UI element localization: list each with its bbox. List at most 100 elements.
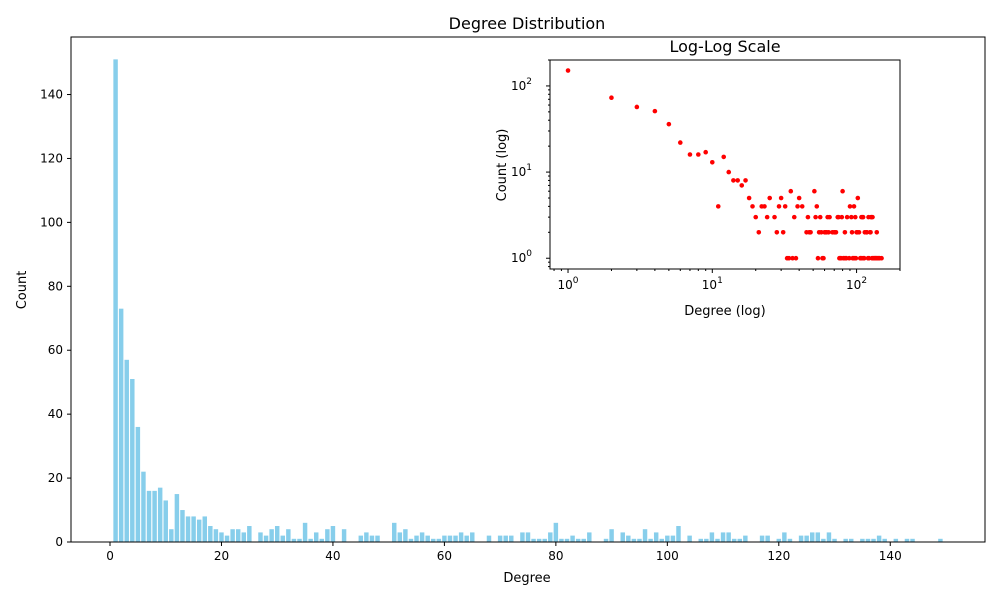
bar bbox=[759, 535, 765, 542]
bar bbox=[447, 535, 453, 542]
bar bbox=[938, 538, 943, 542]
bar bbox=[497, 535, 503, 542]
bar bbox=[291, 538, 297, 542]
bar bbox=[313, 532, 319, 542]
bar bbox=[893, 538, 899, 542]
main-x-axis-label: Degree bbox=[503, 571, 550, 586]
scatter-point bbox=[856, 230, 862, 235]
scatter-point bbox=[746, 195, 752, 201]
bar bbox=[419, 532, 425, 542]
scatter-point bbox=[735, 178, 741, 183]
bar bbox=[531, 538, 536, 542]
bar bbox=[130, 378, 135, 542]
scatter-point bbox=[762, 204, 767, 209]
main-plot-frame bbox=[70, 36, 986, 543]
scatter-point bbox=[782, 204, 788, 209]
bar bbox=[191, 516, 196, 542]
bar bbox=[715, 538, 720, 542]
bar bbox=[442, 535, 447, 542]
scatter-point bbox=[793, 255, 799, 261]
bar bbox=[826, 532, 832, 542]
scatter-point bbox=[774, 230, 780, 235]
x-tick-label: 80 bbox=[548, 549, 563, 563]
bar bbox=[821, 538, 826, 542]
scatter-point bbox=[817, 214, 823, 220]
bar bbox=[860, 538, 865, 542]
scatter-point bbox=[815, 255, 821, 261]
inset-points-group bbox=[565, 68, 884, 261]
scatter-point bbox=[826, 230, 831, 235]
y-tick-label: 140 bbox=[40, 88, 63, 102]
scatter-point bbox=[764, 214, 770, 220]
bar bbox=[269, 529, 274, 542]
y-tick-label: 0 bbox=[55, 535, 63, 549]
scatter-point bbox=[780, 230, 786, 235]
log-tick-label: 100 bbox=[558, 276, 579, 292]
scatter-point bbox=[853, 214, 858, 220]
x-tick-label: 0 bbox=[106, 549, 114, 563]
bar bbox=[135, 426, 141, 542]
bar bbox=[865, 538, 871, 542]
scatter-point bbox=[842, 230, 848, 235]
bar bbox=[486, 535, 492, 542]
scatter-point bbox=[778, 195, 784, 201]
y-tick-label: 120 bbox=[40, 151, 63, 165]
bar bbox=[280, 535, 286, 542]
bar bbox=[731, 538, 737, 542]
scatter-point bbox=[776, 204, 782, 209]
bar bbox=[358, 535, 364, 542]
scatter-point bbox=[836, 214, 841, 220]
scatter-point bbox=[703, 149, 708, 155]
bar bbox=[787, 538, 793, 542]
bar bbox=[704, 538, 709, 542]
scatter-point bbox=[849, 214, 854, 220]
inset-plot-frame bbox=[549, 59, 901, 270]
scatter-point bbox=[715, 204, 721, 209]
bar bbox=[849, 538, 854, 542]
bar bbox=[458, 532, 464, 542]
bar bbox=[603, 538, 609, 542]
inset-y-axis-label: Count (log) bbox=[495, 129, 510, 202]
scatter-point bbox=[634, 104, 640, 110]
bar bbox=[224, 535, 230, 542]
main-bars-group bbox=[113, 59, 943, 543]
bar bbox=[609, 529, 614, 542]
bar bbox=[196, 519, 202, 542]
scatter-point bbox=[812, 188, 817, 194]
bar bbox=[235, 529, 241, 542]
bar bbox=[720, 532, 726, 542]
bar bbox=[308, 538, 313, 542]
bar bbox=[141, 471, 146, 542]
bar bbox=[509, 535, 514, 542]
bar bbox=[286, 529, 291, 542]
scatter-point bbox=[799, 204, 805, 209]
x-tick-label: 120 bbox=[767, 549, 790, 563]
bar bbox=[843, 538, 848, 542]
scatter-point bbox=[861, 255, 867, 261]
scatter-point bbox=[819, 230, 824, 235]
scatter-point bbox=[666, 121, 672, 127]
bar bbox=[163, 500, 168, 542]
bar bbox=[642, 529, 648, 542]
bar bbox=[263, 535, 269, 542]
bar bbox=[169, 529, 174, 542]
bar bbox=[631, 538, 637, 542]
log-tick-label: 101 bbox=[511, 163, 532, 179]
bar bbox=[302, 522, 308, 542]
bar bbox=[436, 538, 442, 542]
bar bbox=[804, 535, 809, 542]
scatter-point bbox=[846, 255, 852, 261]
bar bbox=[525, 532, 531, 542]
scatter-point bbox=[786, 255, 792, 261]
bar bbox=[698, 538, 703, 542]
inset-y-axis-ticks: 100 101 102 bbox=[511, 59, 550, 268]
bar bbox=[637, 538, 642, 542]
bar bbox=[297, 538, 302, 542]
bar bbox=[559, 538, 564, 542]
bar bbox=[798, 535, 804, 542]
bar bbox=[403, 529, 408, 542]
scatter-point bbox=[731, 178, 736, 183]
bar bbox=[364, 532, 369, 542]
bar bbox=[118, 308, 124, 542]
